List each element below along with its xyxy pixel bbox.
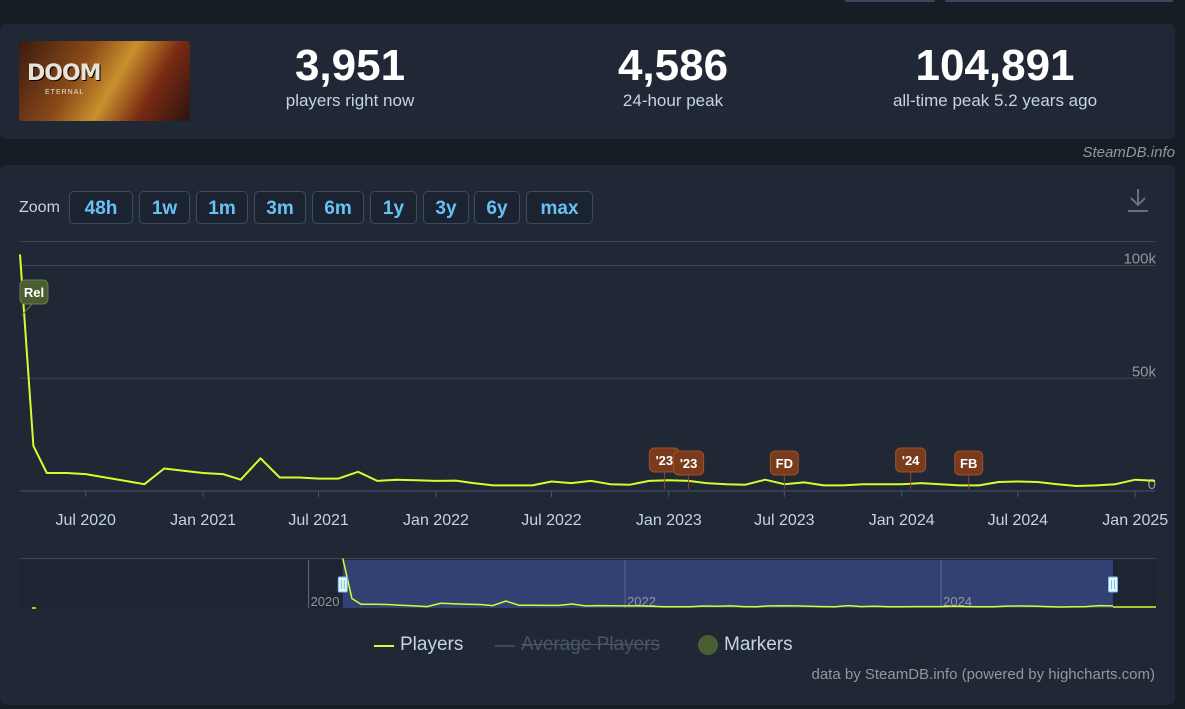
game-logo: DOOM	[27, 61, 102, 86]
legend-average-symbol	[495, 645, 515, 647]
zoom-3m-button[interactable]: 3m	[254, 191, 306, 224]
top-button-2[interactable]	[945, 0, 1173, 2]
legend-players-symbol	[374, 645, 394, 647]
zoom-1m-button[interactable]: 1m	[196, 191, 248, 224]
zoom-6m-button[interactable]: 6m	[312, 191, 364, 224]
stat-players-now: 3,951 players right now	[250, 42, 450, 112]
zoom-1w-button[interactable]: 1w	[139, 191, 190, 224]
zoom-max-button[interactable]: max	[526, 191, 593, 224]
stats-panel: DOOM ETERNAL 3,951 players right now 4,5…	[0, 24, 1175, 139]
stat-value: 4,586	[617, 41, 729, 90]
stat-all-time-peak: 104,891 all-time peak 5.2 years ago	[865, 42, 1125, 112]
chart-panel	[0, 165, 1175, 705]
stat-label: all-time peak 5.2 years ago	[892, 91, 1098, 110]
zoom-3y-button[interactable]: 3y	[423, 191, 469, 224]
top-button-1[interactable]	[845, 0, 935, 2]
download-icon[interactable]	[1124, 186, 1152, 214]
zoom-1y-button[interactable]: 1y	[370, 191, 417, 224]
stat-value: 3,951	[294, 41, 406, 90]
legend-markers-symbol	[698, 635, 718, 655]
stat-24h-peak: 4,586 24-hour peak	[573, 42, 773, 112]
legend-players[interactable]: Players	[400, 634, 464, 655]
zoom-label: Zoom	[19, 199, 60, 216]
legend-markers[interactable]: Markers	[724, 634, 793, 655]
stat-value: 104,891	[915, 41, 1075, 90]
stat-label: players right now	[285, 91, 415, 110]
game-cover-image[interactable]: DOOM ETERNAL	[19, 41, 190, 121]
zoom-48h-button[interactable]: 48h	[69, 191, 133, 224]
chart-footer-credit[interactable]: data by SteamDB.info (powered by highcha…	[811, 666, 1156, 683]
game-logo-subtitle: ETERNAL	[45, 89, 85, 96]
steamdb-credit[interactable]: SteamDB.info	[1082, 144, 1175, 161]
zoom-6y-button[interactable]: 6y	[474, 191, 520, 224]
legend-average-players[interactable]: Average Players	[521, 634, 661, 655]
stat-label: 24-hour peak	[622, 91, 724, 110]
